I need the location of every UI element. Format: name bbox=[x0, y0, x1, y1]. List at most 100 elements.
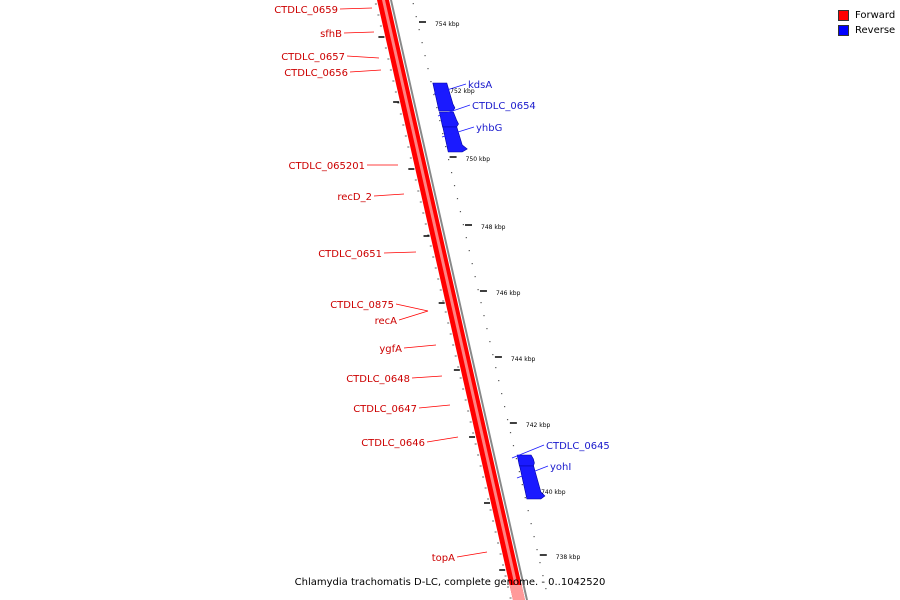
forward-strand-end bbox=[509, 585, 526, 600]
scale-dot bbox=[477, 289, 479, 291]
scale-dot bbox=[545, 588, 547, 590]
gene-labels: CTDLC_0659 sfhB CTDLC_0657 CTDLC_0656 CTDLC_… bbox=[274, 5, 610, 564]
scale-dot bbox=[524, 497, 526, 499]
scale-dot bbox=[492, 354, 494, 356]
scale-dot bbox=[471, 263, 473, 265]
forward-gene-leader bbox=[349, 69, 382, 73]
scale-dot bbox=[530, 523, 532, 525]
forward-gene-label: CTDLC_0657 bbox=[281, 52, 345, 63]
genome-track bbox=[377, 0, 529, 600]
backbone-line bbox=[390, 0, 529, 600]
reverse-gene-label: kdsA bbox=[468, 80, 492, 91]
scale-tick-label: 754 kbp bbox=[435, 21, 460, 28]
forward-gene-label: topA bbox=[432, 553, 455, 564]
scale-dot bbox=[483, 315, 485, 317]
scale-dot bbox=[448, 159, 450, 161]
legend-label-reverse: Reverse bbox=[855, 25, 896, 36]
forward-gene-leader bbox=[426, 436, 459, 443]
forward-gene-label: sfhB bbox=[320, 29, 342, 40]
scale-ticks: 754 kbp 752 kbp 750 kbp 748 kbp 746 kbp 744 k… bbox=[374, 3, 580, 599]
forward-gene-label: CTDLC_065201 bbox=[288, 161, 365, 172]
forward-gene-leader bbox=[456, 551, 488, 558]
scale-dot bbox=[498, 380, 500, 382]
scale-dot bbox=[536, 549, 538, 551]
reverse-gene-label: yhbG bbox=[476, 123, 502, 134]
scale-dot bbox=[539, 562, 541, 564]
forward-gene-leader bbox=[383, 251, 417, 254]
scale-dot bbox=[474, 276, 476, 278]
forward-gene-label: CTDLC_0659 bbox=[274, 5, 338, 16]
legend: Forward Reverse bbox=[838, 8, 900, 38]
scale-dot bbox=[506, 419, 509, 421]
scale-dot bbox=[486, 328, 488, 330]
scale-dot bbox=[433, 94, 435, 96]
scale-dot bbox=[501, 393, 503, 395]
reverse-gene-block bbox=[519, 465, 546, 500]
scale-dot bbox=[453, 185, 456, 187]
minor-tick-dots bbox=[412, 3, 547, 590]
forward-gene-leader bbox=[403, 344, 437, 349]
forward-gene-label: CTDLC_0646 bbox=[361, 438, 425, 449]
reverse-gene-label: CTDLC_0645 bbox=[546, 441, 610, 452]
scale-tick-label: 748 kbp bbox=[481, 224, 506, 231]
scale-tick-label: 742 kbp bbox=[526, 422, 551, 429]
forward-gene-leader bbox=[395, 303, 429, 312]
forward-gene-leader bbox=[346, 55, 380, 59]
scale-dot bbox=[412, 3, 414, 5]
scale-dot bbox=[515, 458, 518, 460]
scale-dot bbox=[439, 120, 441, 122]
legend-item-forward: Forward bbox=[838, 8, 900, 23]
scale-tick-label: 744 kbp bbox=[511, 356, 536, 363]
scale-dot bbox=[468, 250, 470, 252]
reverse-gene-leader bbox=[511, 444, 545, 459]
forward-gene-label: recD_2 bbox=[337, 192, 372, 203]
scale-dot bbox=[495, 367, 497, 369]
scale-dot bbox=[518, 471, 520, 473]
forward-swatch bbox=[838, 10, 849, 21]
forward-gene-leader bbox=[418, 404, 451, 409]
scale-dot bbox=[459, 211, 462, 213]
forward-gene-label: recA bbox=[375, 316, 398, 327]
scale-dot bbox=[462, 224, 464, 226]
reverse-swatch bbox=[838, 25, 849, 36]
scale-dot bbox=[445, 146, 447, 148]
scale-dot bbox=[436, 107, 438, 109]
forward-gene-label: CTDLC_0875 bbox=[330, 300, 394, 311]
scale-dot bbox=[542, 575, 544, 577]
scale-dot bbox=[450, 172, 453, 174]
scale-dot bbox=[489, 341, 491, 343]
scale-dot bbox=[480, 302, 482, 304]
genome-caption: Chlamydia trachomatis D-LC, complete gen… bbox=[294, 577, 606, 588]
reverse-gene-leader bbox=[516, 465, 549, 479]
forward-gene-leader bbox=[398, 310, 429, 321]
scale-dot bbox=[527, 510, 529, 512]
forward-gene-label: CTDLC_0647 bbox=[353, 404, 417, 415]
legend-label-forward: Forward bbox=[855, 10, 896, 21]
scale-tick-label: 750 kbp bbox=[466, 156, 491, 163]
scale-dot bbox=[509, 432, 512, 434]
forward-gene-leader bbox=[339, 7, 373, 10]
reverse-gene-leader bbox=[441, 126, 475, 138]
scale-dot bbox=[427, 68, 429, 70]
reverse-gene-leader bbox=[437, 104, 471, 117]
scale-tick-label: 740 kbp bbox=[541, 489, 566, 496]
forward-strand-highlight bbox=[382, 0, 522, 600]
reverse-gene-block bbox=[516, 454, 535, 467]
scale-dot bbox=[521, 484, 523, 486]
reverse-gene-label: yohI bbox=[550, 462, 571, 473]
reverse-gene-block bbox=[442, 126, 468, 153]
forward-gene-label: CTDLC_0656 bbox=[284, 68, 348, 79]
reverse-gene-block bbox=[432, 82, 456, 112]
scale-tick-label: 752 kbp bbox=[450, 88, 475, 95]
scale-dot bbox=[456, 198, 459, 200]
scale-dot bbox=[442, 133, 444, 135]
scale-dot bbox=[424, 55, 426, 57]
scale-dot bbox=[465, 237, 467, 239]
scale-dot bbox=[421, 42, 423, 44]
reverse-gene-label: CTDLC_0654 bbox=[472, 101, 536, 112]
forward-gene-leader bbox=[373, 193, 405, 197]
scale-dot bbox=[504, 406, 506, 408]
scale-dot bbox=[415, 16, 417, 18]
forward-gene-label: CTDLC_0648 bbox=[346, 374, 410, 385]
